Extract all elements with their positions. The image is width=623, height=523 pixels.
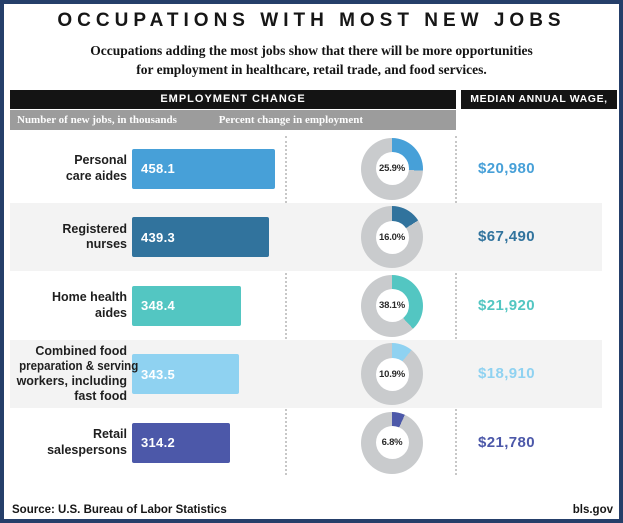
new-jobs-bar: 314.2: [132, 422, 230, 463]
bar-zone: 343.5: [132, 354, 290, 395]
bls-gov-link: bls.gov: [572, 504, 613, 516]
bar-value-label: 343.5: [141, 366, 176, 382]
donut-hole: 16.0%: [375, 220, 409, 254]
percent-change-donut-chart: 6.8%: [361, 411, 423, 474]
median-wage-value: $20,980: [478, 159, 536, 177]
donut-zone: 10.9%: [290, 343, 460, 406]
column-divider-dotted-line: [455, 136, 457, 475]
wage-zone: $21,920: [460, 297, 602, 315]
median-wage-header: MEDIAN ANNUAL WAGE, 2015: [461, 90, 617, 124]
bar-zone: 458.1: [132, 148, 290, 189]
percent-change-column-label: Percent change in employment: [218, 114, 363, 127]
bar-zone: 314.2: [132, 422, 290, 463]
source-credit: Source: U.S. Bureau of Labor Statistics: [12, 504, 227, 516]
new-jobs-bar: 343.5: [132, 354, 239, 395]
occupation-row: Registered nurses 439.3 16.0% $67,490: [10, 202, 602, 272]
donut-zone: 25.9%: [290, 137, 460, 200]
median-wage-value: $21,920: [478, 296, 536, 314]
percent-change-donut-chart: 25.9%: [361, 137, 423, 200]
percent-change-label: 16.0%: [379, 231, 405, 243]
wage-zone: $18,910: [460, 365, 602, 383]
wage-zone: $67,490: [460, 228, 602, 246]
footer: Source: U.S. Bureau of Labor Statistics …: [12, 504, 613, 516]
wage-zone: $20,980: [460, 160, 602, 178]
bar-zone: 439.3: [132, 217, 290, 258]
bar-value-label: 314.2: [141, 435, 176, 451]
rows: Personal care aides 458.1 25.9% $20,980 R…: [10, 134, 602, 477]
subtitle-line-1: Occupations adding the most jobs show th…: [90, 43, 533, 58]
bar-value-label: 348.4: [141, 298, 176, 314]
donut-hole: 10.9%: [375, 357, 409, 391]
percent-change-label: 10.9%: [379, 368, 405, 380]
new-jobs-column-label: Number of new jobs, in thousands: [17, 114, 177, 127]
donut-zone: 6.8%: [290, 411, 460, 474]
wage-zone: $21,780: [460, 434, 602, 452]
new-jobs-bar: 348.4: [132, 285, 241, 326]
donut-hole: 38.1%: [375, 289, 409, 323]
occupation-label: Home health aides: [51, 290, 127, 320]
occupation-row: Personal care aides 458.1 25.9% $20,980: [10, 134, 602, 203]
subtitle-line-2: for employment in healthcare, retail tra…: [136, 62, 487, 78]
employment-change-header: EMPLOYMENT CHANGE: [10, 90, 456, 110]
donut-zone: 38.1%: [290, 274, 460, 337]
percent-change-label: 25.9%: [379, 163, 405, 175]
occupation-label: Combined food preparation & serving worker…: [16, 343, 139, 404]
new-jobs-bar: 458.1: [132, 148, 275, 189]
donut-zone: 16.0%: [290, 206, 460, 269]
new-jobs-bar: 439.3: [132, 217, 269, 258]
column-divider-dotted-line: [285, 136, 287, 475]
percent-change-donut-chart: 16.0%: [361, 206, 423, 269]
column-headers: EMPLOYMENT CHANGE MEDIAN ANNUAL WAGE, 20…: [10, 90, 617, 124]
occupation-row: Home health aides 348.4 38.1% $21,920: [10, 271, 602, 340]
donut-hole: 25.9%: [375, 152, 409, 186]
bar-value-label: 458.1: [141, 161, 176, 177]
percent-change-donut-chart: 10.9%: [361, 343, 423, 406]
bar-zone: 348.4: [132, 285, 290, 326]
occupation-row: Retail salespersons 314.2 6.8% $21,780: [10, 408, 602, 477]
median-wage-value: $21,780: [478, 433, 536, 451]
donut-hole: 6.8%: [375, 426, 409, 460]
occupation-row: Combined food preparation & serving worker…: [10, 339, 602, 409]
bar-value-label: 439.3: [141, 229, 176, 245]
page-title: OCCUPATIONS WITH MOST NEW JOBS: [57, 10, 566, 31]
sub-headers: Number of new jobs, in thousands Percent…: [10, 110, 456, 131]
median-wage-value: $67,490: [478, 228, 536, 246]
median-wage-value: $18,910: [478, 365, 536, 383]
page-subtitle: Occupations adding the most jobs show th…: [4, 41, 619, 79]
percent-change-label: 38.1%: [379, 300, 405, 312]
percent-change-label: 6.8%: [381, 437, 403, 449]
occupation-label: Personal care aides: [65, 153, 127, 183]
percent-change-donut-chart: 38.1%: [361, 274, 423, 337]
occupation-label: Registered nurses: [62, 221, 127, 252]
occupation-label: Retail salespersons: [47, 427, 127, 457]
